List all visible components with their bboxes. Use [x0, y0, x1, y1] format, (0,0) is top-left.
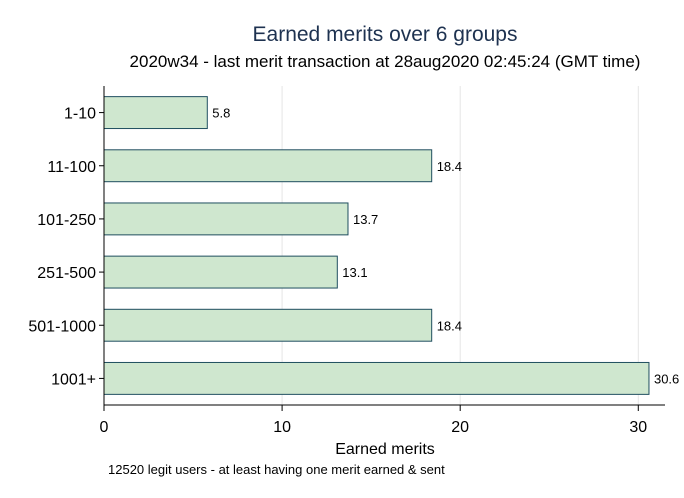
bar-11-100: [103, 149, 433, 183]
chart-note: 12520 legit users - at least having one …: [108, 462, 445, 477]
data-label-1001+: 30.6: [654, 371, 679, 386]
y-tick-label-11-100: 11-100: [47, 159, 96, 176]
axes: 1-10 11-100 101-250 251-500 501-1000 1001+ 0 10…: [28, 86, 665, 436]
bar-501-1000: [103, 308, 433, 342]
bar-251-500: [103, 255, 338, 289]
data-label-501-1000: 18.4: [437, 318, 462, 333]
x-tick-label-10: 10: [273, 419, 291, 436]
x-tick-label-0: 0: [100, 419, 109, 436]
data-label-251-500: 13.1: [342, 265, 367, 280]
x-axis-label: Earned merits: [335, 441, 435, 458]
y-tick-label-501-1000: 501-1000: [28, 318, 96, 335]
y-tick-label-251-500: 251-500: [37, 265, 96, 282]
chart-subtitle: 2020w34 - last merit transaction at 28au…: [130, 52, 641, 71]
bar-1001+: [103, 361, 650, 395]
data-label-1-10: 5.8: [212, 106, 230, 121]
y-tick-label-1001+: 1001+: [51, 371, 96, 388]
x-tick-label-30: 30: [629, 419, 647, 436]
bars: 5.8 18.4 13.7 13.1 18.4 30.6: [103, 96, 679, 395]
bar-1-10: [103, 96, 208, 130]
data-label-101-250: 13.7: [353, 212, 378, 227]
gridlines: [281, 86, 639, 405]
y-tick-label-101-250: 101-250: [37, 212, 96, 229]
data-label-11-100: 18.4: [437, 159, 462, 174]
chart-title: Earned merits over 6 groups: [253, 23, 518, 46]
bar-101-250: [103, 202, 349, 236]
x-tick-label-20: 20: [451, 419, 469, 436]
y-tick-label-1-10: 1-10: [64, 106, 96, 123]
